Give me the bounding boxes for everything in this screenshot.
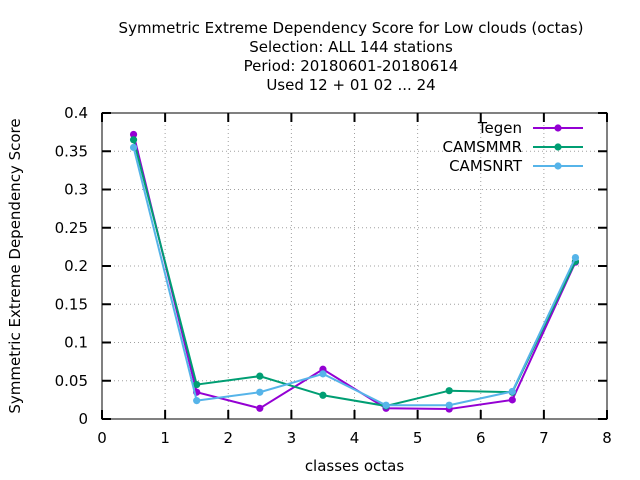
data-point-camsmmr xyxy=(193,380,201,389)
y-tick-label: 0 xyxy=(78,410,88,428)
legend-marker-camsmmr xyxy=(554,143,562,151)
data-point-camsnrt xyxy=(508,387,516,396)
data-point-camsnrt xyxy=(571,253,580,262)
x-axis-label: classes octas xyxy=(305,457,405,475)
y-tick-label: 0.05 xyxy=(55,372,88,390)
data-point-camsnrt xyxy=(129,143,138,152)
x-tick-label: 8 xyxy=(602,429,612,447)
data-point-camsnrt xyxy=(256,388,264,396)
series-layer xyxy=(129,130,580,413)
legend-marker-tegen xyxy=(554,124,562,132)
data-point-camsmmr xyxy=(319,391,327,399)
grid xyxy=(102,113,607,419)
plot-frame xyxy=(101,112,608,420)
y-axis-label: Symmetric Extreme Dependency Score xyxy=(6,118,24,413)
data-point-tegen xyxy=(256,404,264,412)
data-point-camsnrt xyxy=(193,397,201,405)
legend-label-camsnrt: CAMSNRT xyxy=(449,157,523,175)
legend-label-camsmmr: CAMSMMR xyxy=(442,138,522,156)
y-tick-label: 0.25 xyxy=(55,219,88,237)
x-tick-label: 4 xyxy=(350,429,360,447)
title-line-4: Used 12 + 01 02 ... 24 xyxy=(266,76,435,94)
y-tick-label: 0.4 xyxy=(64,104,88,122)
y-tick-label: 0.1 xyxy=(64,334,88,352)
data-point-camsmmr xyxy=(256,372,264,380)
data-point-tegen xyxy=(129,130,138,139)
y-tick-label: 0.15 xyxy=(55,295,88,313)
data-point-camsnrt xyxy=(319,370,327,378)
x-tick-label: 7 xyxy=(539,429,549,447)
legend-marker-camsnrt xyxy=(554,162,562,170)
y-tick-label: 0.35 xyxy=(55,142,88,160)
data-point-camsmmr xyxy=(445,387,453,395)
data-point-camsmmr xyxy=(129,136,138,144)
data-point-camsnrt xyxy=(445,401,453,409)
title-line-3: Period: 20180601-20180614 xyxy=(244,57,459,75)
x-tick-label: 3 xyxy=(287,429,297,447)
data-point-tegen xyxy=(508,396,516,404)
title-line-1: Symmetric Extreme Dependency Score for L… xyxy=(119,19,584,37)
y-tick-label: 0.3 xyxy=(64,181,88,199)
chart-title: Symmetric Extreme Dependency Score for L… xyxy=(119,19,584,94)
y-tick-label: 0.2 xyxy=(64,257,88,275)
x-tick-label: 6 xyxy=(476,429,486,447)
data-point-camsnrt xyxy=(382,401,390,409)
x-tick-label: 0 xyxy=(97,429,107,447)
x-tick-label: 5 xyxy=(413,429,423,447)
series-line-camsmmr xyxy=(132,139,577,408)
series-line-camsnrt xyxy=(132,147,577,407)
x-tick-label: 2 xyxy=(223,429,233,447)
series-camsnrt xyxy=(129,143,580,409)
y-tick-labels: 0 0.05 0.1 0.15 0.2 0.25 0.3 0.35 0.4 xyxy=(55,104,88,428)
legend-label-tegen: Tegen xyxy=(477,119,522,137)
x-tick-labels: 0 1 2 3 4 5 6 7 8 xyxy=(97,429,612,447)
x-tick-label: 1 xyxy=(160,429,170,447)
title-line-2: Selection: ALL 144 stations xyxy=(249,38,453,56)
series-line-tegen xyxy=(132,134,577,411)
